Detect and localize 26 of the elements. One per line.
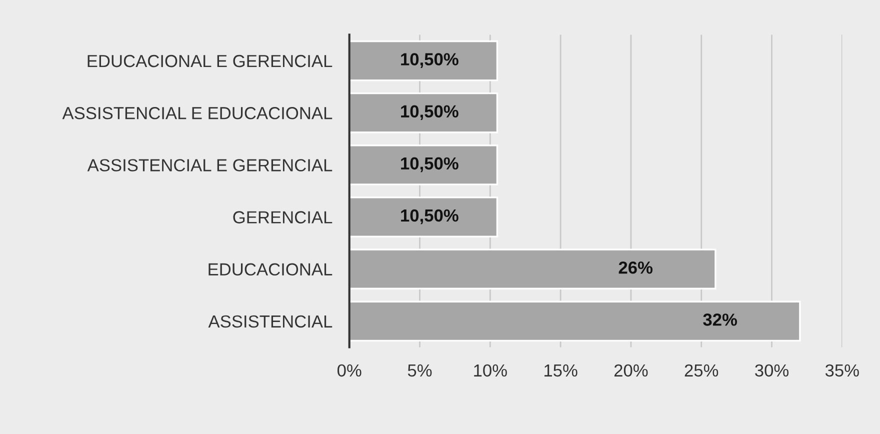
x-tick-label: 10%: [474, 364, 507, 377]
data-label: 10,50%: [401, 53, 458, 68]
y-tick-label: ASSISTENCIAL E EDUCACIONAL: [62, 107, 332, 120]
data-label: 26%: [618, 261, 653, 274]
data-label: 10,50%: [401, 105, 458, 120]
x-tick-label: 0%: [337, 364, 362, 377]
y-tick-label: ASSISTENCIAL: [208, 315, 332, 328]
data-label: 32%: [703, 314, 737, 326]
bar: [349, 144, 498, 186]
y-tick-label: EDUCACIONAL: [208, 263, 332, 276]
x-tick-label: 35%: [825, 364, 859, 377]
x-tick-label: 15%: [544, 364, 578, 377]
y-tick-label: GERENCIAL: [233, 211, 332, 224]
bar: [349, 300, 801, 342]
bar: [349, 196, 498, 238]
x-tick-label: 5%: [408, 364, 432, 377]
bar: [349, 248, 716, 290]
x-tick-label: 20%: [614, 364, 648, 377]
x-tick-label: 25%: [684, 364, 718, 377]
y-tick-label: ASSISTENCIAL E GERENCIAL: [87, 159, 332, 172]
data-label: 10,50%: [401, 157, 458, 172]
bar: [349, 40, 498, 82]
data-label: 10,50%: [401, 209, 458, 224]
x-tick-label: 30%: [755, 364, 789, 377]
y-tick-label: EDUCACIONAL E GERENCIAL: [88, 54, 332, 68]
bar: [349, 92, 498, 134]
